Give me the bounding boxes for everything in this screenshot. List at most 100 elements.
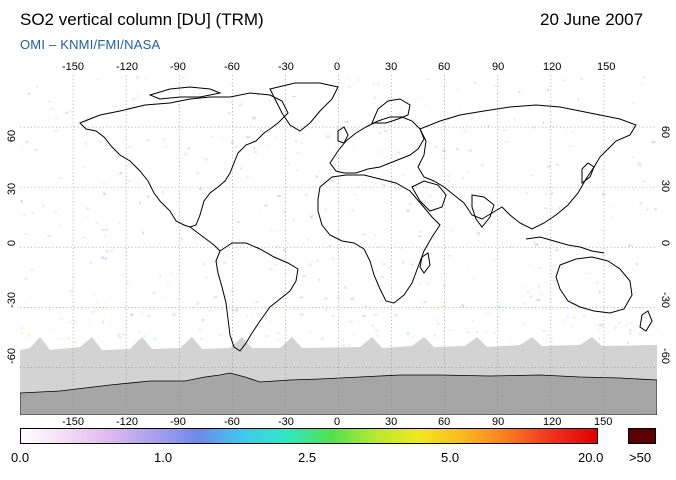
trace-pixel xyxy=(641,83,644,85)
trace-pixel xyxy=(102,320,105,324)
trace-pixel xyxy=(549,298,552,301)
trace-pixel xyxy=(565,315,570,318)
trace-pixel xyxy=(331,92,335,94)
trace-pixel xyxy=(476,331,478,334)
trace-pixel xyxy=(631,289,634,291)
trace-pixel xyxy=(130,313,134,316)
trace-pixel xyxy=(580,78,584,80)
trace-pixel xyxy=(621,95,623,97)
trace-pixel xyxy=(636,263,638,266)
trace-pixel xyxy=(414,121,417,123)
colorbar-label: 1.0 xyxy=(154,450,173,465)
coast-madagascar xyxy=(419,252,431,274)
trace-pixel xyxy=(180,237,184,241)
trace-pixel xyxy=(632,156,635,159)
trace-pixel xyxy=(354,193,356,196)
trace-pixel xyxy=(30,269,34,271)
trace-pixel xyxy=(577,98,579,101)
graticule xyxy=(20,75,657,415)
trace-pixel xyxy=(472,276,476,280)
trace-pixel xyxy=(292,218,295,222)
trace-pixel xyxy=(524,303,527,305)
world-map xyxy=(20,75,657,415)
trace-pixel xyxy=(51,107,54,110)
trace-pixel xyxy=(271,285,273,287)
trace-pixel xyxy=(324,208,327,211)
trace-pixel xyxy=(443,284,446,287)
lon-tick-top: -120 xyxy=(116,61,139,73)
trace-pixel xyxy=(585,249,587,251)
trace-pixel xyxy=(459,110,462,113)
coast-asia xyxy=(417,104,637,230)
trace-pixel xyxy=(434,334,437,337)
trace-pixel xyxy=(287,163,291,166)
coast-north-america xyxy=(79,92,289,228)
lat-tick-left: 60 xyxy=(6,129,18,143)
trace-pixel xyxy=(64,111,69,114)
trace-pixel xyxy=(550,340,554,342)
trace-pixel xyxy=(204,276,208,279)
coast-greenland xyxy=(269,82,339,132)
trace-pixel xyxy=(302,274,306,278)
trace-pixel xyxy=(157,317,159,320)
lat-tick-right: -30 xyxy=(659,292,671,308)
trace-pixel xyxy=(396,151,400,154)
coast-japan xyxy=(581,162,595,184)
trace-pixel xyxy=(274,263,277,266)
trace-pixel xyxy=(449,329,453,331)
trace-pixel xyxy=(423,301,427,303)
trace-pixel xyxy=(346,78,349,81)
trace-pixel xyxy=(69,321,72,324)
trace-pixel xyxy=(539,293,543,296)
trace-pixel xyxy=(521,284,524,288)
lon-tick-bottom: 0 xyxy=(334,416,341,428)
trace-pixel xyxy=(234,145,239,148)
trace-pixel xyxy=(229,82,231,85)
trace-pixel xyxy=(299,296,304,299)
trace-pixel xyxy=(572,316,577,320)
trace-pixel xyxy=(20,331,22,334)
trace-pixel xyxy=(447,180,450,183)
trace-pixel xyxy=(639,164,642,168)
trace-pixel xyxy=(396,307,398,309)
trace-pixel xyxy=(105,250,109,253)
trace-pixel xyxy=(219,333,223,337)
trace-pixel xyxy=(357,78,360,81)
trace-pixel xyxy=(59,318,63,321)
trace-pixel xyxy=(325,308,328,311)
trace-pixel xyxy=(216,125,220,127)
trace-pixel xyxy=(646,208,649,211)
trace-pixel xyxy=(344,286,347,289)
trace-pixel xyxy=(181,76,185,78)
trace-pixel xyxy=(565,129,567,132)
trace-pixel xyxy=(203,263,205,266)
trace-pixel xyxy=(376,247,380,249)
trace-pixel xyxy=(270,230,274,232)
trace-pixel xyxy=(133,98,138,100)
colorbar-overflow-swatch xyxy=(628,428,656,444)
trace-pixel xyxy=(103,235,108,238)
trace-pixel xyxy=(120,76,123,78)
trace-pixel xyxy=(277,230,279,233)
colorbar-label: 20.0 xyxy=(578,450,604,465)
trace-pixel xyxy=(230,141,234,144)
trace-pixel xyxy=(198,187,203,190)
lon-tick-top: 120 xyxy=(543,61,562,73)
trace-pixel xyxy=(59,177,62,179)
trace-pixel xyxy=(393,187,396,190)
trace-pixel xyxy=(451,229,453,232)
trace-pixel xyxy=(555,163,560,166)
trace-pixel xyxy=(406,332,409,335)
trace-pixel xyxy=(310,215,313,219)
trace-pixel xyxy=(441,305,445,308)
trace-pixel xyxy=(542,330,545,332)
lon-tick-top: -30 xyxy=(278,61,294,73)
lon-tick-top: -60 xyxy=(224,61,240,73)
trace-pixel xyxy=(352,333,355,336)
trace-pixel xyxy=(335,163,337,166)
trace-pixel xyxy=(223,261,227,264)
trace-pixel xyxy=(321,337,324,340)
trace-pixel xyxy=(638,332,642,335)
trace-pixel xyxy=(147,195,150,198)
trace-pixel xyxy=(210,298,214,300)
